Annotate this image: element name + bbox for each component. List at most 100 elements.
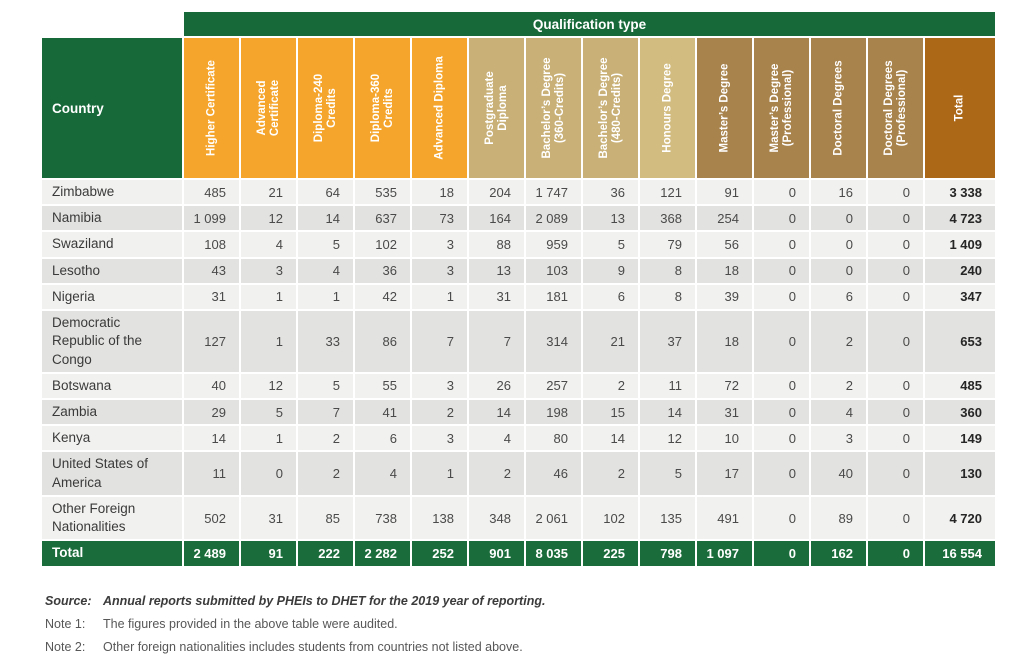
value-cell: 5 — [296, 371, 355, 400]
value-cell: 0 — [752, 230, 811, 259]
value-cell: 254 — [695, 204, 754, 233]
value-cell: 36 — [581, 177, 640, 207]
country-cell: Nigeria — [40, 282, 184, 312]
column-header-9: Honours Degree — [638, 36, 697, 180]
value-cell: 502 — [182, 494, 241, 542]
value-cell: 102 — [353, 230, 412, 259]
value-cell: 348 — [467, 494, 526, 542]
value-cell: 80 — [524, 424, 583, 453]
table-row: Democratic Republic of the Congo 127 1 33 86… — [40, 309, 997, 374]
value-cell: 3 — [410, 230, 469, 259]
value-cell: 91 — [695, 177, 754, 207]
footnotes: Source: Annual reports submitted by PHEIs… — [45, 594, 975, 663]
value-cell: 29 — [182, 397, 241, 427]
column-header-label: Honours Degree — [660, 63, 673, 153]
value-cell: 42 — [353, 282, 412, 312]
value-cell: 0 — [752, 397, 811, 427]
value-cell: 6 — [809, 282, 868, 312]
value-cell: 1 747 — [524, 177, 583, 207]
value-cell: 0 — [866, 309, 925, 374]
table-row: Nigeria 31 1 1 42 1 31 181 6 8 39 0 6 0 347 — [40, 282, 997, 312]
value-cell: 21 — [581, 309, 640, 374]
column-header-4: Diploma-360 Credits — [353, 36, 412, 180]
column-header-13: Doctoral Degrees (Professional) — [866, 36, 925, 180]
value-cell: 162 — [809, 539, 868, 568]
value-cell: 4 — [467, 424, 526, 453]
qualification-type-header: Qualification type — [182, 10, 997, 38]
value-cell: 0 — [866, 397, 925, 427]
value-cell: 4 — [239, 230, 298, 259]
value-cell: 33 — [296, 309, 355, 374]
value-cell: 0 — [866, 256, 925, 285]
value-cell: 4 — [296, 256, 355, 285]
column-header-label: Bachelor’s Degree (360-Credits) — [540, 57, 566, 159]
row-total-cell: 4 723 — [923, 204, 997, 233]
value-cell: 103 — [524, 256, 583, 285]
country-cell: Lesotho — [40, 256, 184, 285]
row-total-cell: 130 — [923, 450, 997, 497]
value-cell: 3 — [809, 424, 868, 453]
value-cell: 252 — [410, 539, 469, 568]
value-cell: 14 — [182, 424, 241, 453]
value-cell: 368 — [638, 204, 697, 233]
value-cell: 18 — [695, 309, 754, 374]
value-cell: 1 — [410, 450, 469, 497]
value-cell: 18 — [410, 177, 469, 207]
value-cell: 40 — [182, 371, 241, 400]
value-cell: 1 — [239, 309, 298, 374]
column-header-label: Advanced Certificate — [255, 79, 281, 137]
value-cell: 0 — [239, 450, 298, 497]
column-header-3: Diploma-240 Credits — [296, 36, 355, 180]
value-cell: 222 — [296, 539, 355, 568]
value-cell: 64 — [296, 177, 355, 207]
value-cell: 21 — [239, 177, 298, 207]
footnote-2: Note 1: The figures provided in the above… — [45, 617, 975, 631]
column-header-2: Advanced Certificate — [239, 36, 298, 180]
value-cell: 14 — [581, 424, 640, 453]
value-cell: 3 — [410, 424, 469, 453]
footnote-3: Note 2: Other foreign nationalities inclu… — [45, 640, 975, 654]
country-cell: Zimbabwe — [40, 177, 184, 207]
country-cell: Namibia — [40, 204, 184, 233]
value-cell: 46 — [524, 450, 583, 497]
value-cell: 55 — [353, 371, 412, 400]
table-row: Lesotho 43 3 4 36 3 13 103 9 8 18 0 0 0 240 — [40, 256, 997, 285]
value-cell: 225 — [581, 539, 640, 568]
value-cell: 89 — [809, 494, 868, 542]
row-total-cell: 485 — [923, 371, 997, 400]
country-cell: Kenya — [40, 424, 184, 453]
value-cell: 901 — [467, 539, 526, 568]
value-cell: 43 — [182, 256, 241, 285]
value-cell: 1 — [239, 424, 298, 453]
value-cell: 1 — [239, 282, 298, 312]
value-cell: 2 — [809, 371, 868, 400]
value-cell: 738 — [353, 494, 412, 542]
value-cell: 2 — [581, 450, 640, 497]
corner-spacer — [40, 10, 184, 38]
table-row: Swaziland 108 4 5 102 3 88 959 5 79 56 0 0 0 1 409 — [40, 230, 997, 259]
row-total-cell: 149 — [923, 424, 997, 453]
value-cell: 535 — [353, 177, 412, 207]
value-cell: 5 — [581, 230, 640, 259]
value-cell: 12 — [239, 371, 298, 400]
column-header-6: Postgraduate Diploma — [467, 36, 526, 180]
value-cell: 88 — [467, 230, 526, 259]
column-header-label: Advanced Diploma — [432, 56, 445, 160]
value-cell: 2 282 — [353, 539, 412, 568]
value-cell: 2 — [296, 450, 355, 497]
value-cell: 0 — [866, 371, 925, 400]
value-cell: 2 489 — [182, 539, 241, 568]
value-cell: 798 — [638, 539, 697, 568]
value-cell: 4 — [353, 450, 412, 497]
value-cell: 9 — [581, 256, 640, 285]
value-cell: 0 — [752, 256, 811, 285]
value-cell: 2 061 — [524, 494, 583, 542]
value-cell: 13 — [467, 256, 526, 285]
table-row: Zambia 29 5 7 41 2 14 198 15 14 31 0 4 0 360 — [40, 397, 997, 427]
column-header-label: Bachelor’s Degree (480-Credits) — [597, 57, 623, 159]
value-cell: 204 — [467, 177, 526, 207]
value-cell: 31 — [182, 282, 241, 312]
column-header-1: Higher Certificate — [182, 36, 241, 180]
value-cell: 0 — [866, 494, 925, 542]
